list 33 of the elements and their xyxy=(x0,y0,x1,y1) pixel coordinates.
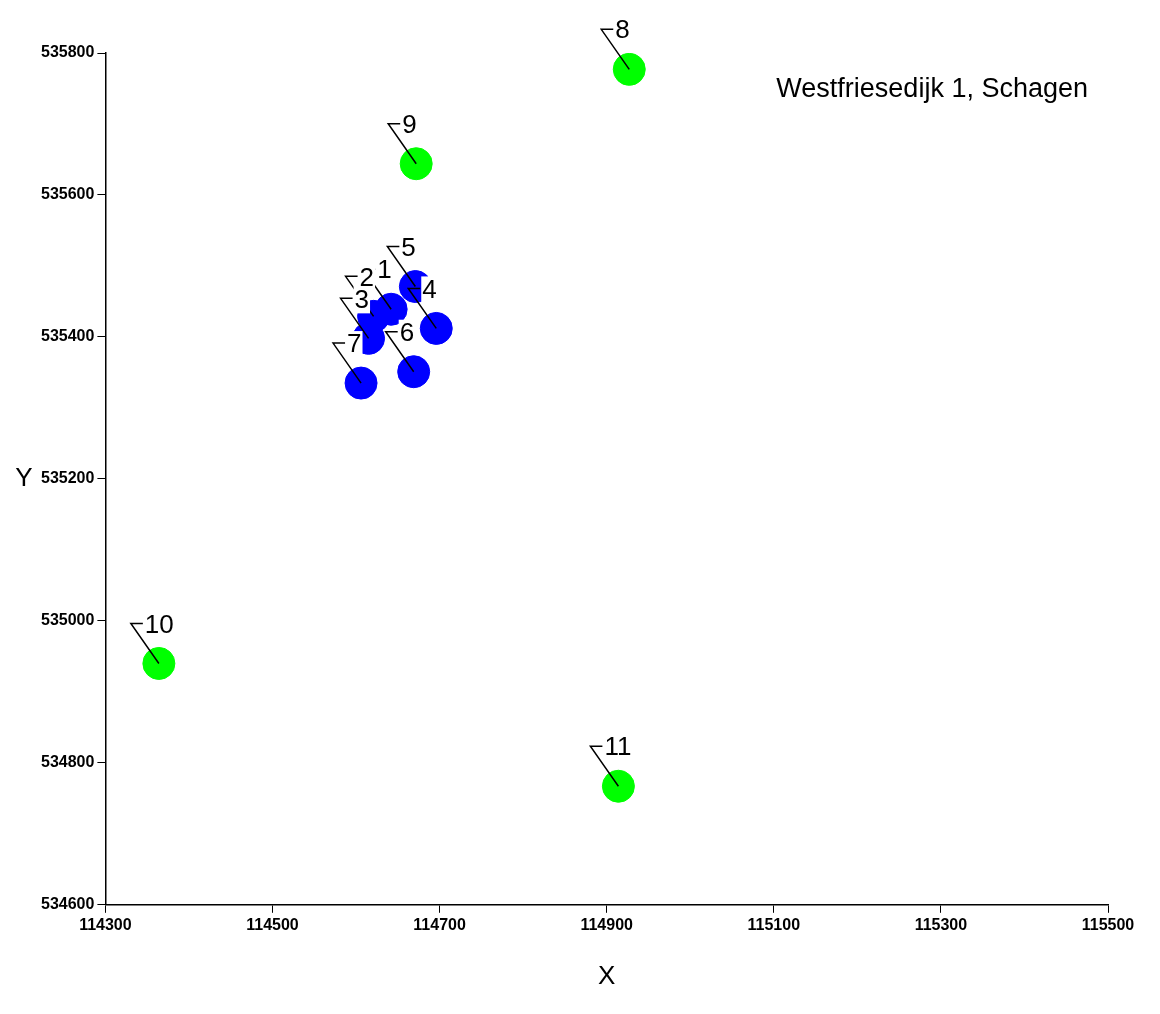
point xyxy=(601,769,635,803)
y-tick-label: 535000 xyxy=(41,611,95,629)
y-tick-label: 534800 xyxy=(41,753,95,771)
y-tick-label: 534600 xyxy=(41,895,95,913)
annotation: 5 xyxy=(401,231,416,262)
x-axis-title: X xyxy=(598,959,616,990)
annotation: 9 xyxy=(402,108,417,139)
annotation: 11 xyxy=(604,731,632,762)
y-axis-title: Y xyxy=(15,462,33,493)
point xyxy=(344,366,378,400)
y-tick-label: 535800 xyxy=(41,43,95,61)
point xyxy=(419,311,453,345)
y-tick-label: 535400 xyxy=(41,327,95,345)
y-tick-label: 535200 xyxy=(41,469,95,487)
point xyxy=(399,147,433,181)
x-tick-label: 114900 xyxy=(580,915,634,933)
annotation: 8 xyxy=(615,14,630,45)
y-tick-label: 535600 xyxy=(41,185,95,203)
point xyxy=(397,355,431,389)
annotation: 6 xyxy=(399,316,415,347)
point xyxy=(142,646,176,680)
x-tick-label: 114700 xyxy=(413,915,466,933)
annotation: 1 xyxy=(377,254,392,285)
x-tick-label: 114300 xyxy=(79,915,132,933)
annotation: 10 xyxy=(144,608,174,639)
x-tick-label: 115100 xyxy=(747,915,801,933)
x-tick-label: 115500 xyxy=(1081,915,1135,933)
point xyxy=(612,53,646,86)
x-tick-label: 115300 xyxy=(914,915,968,933)
text: Westfriesedijk 1, Schagen xyxy=(776,73,1088,104)
x-tick-label: 114500 xyxy=(246,915,299,933)
annotation: 7 xyxy=(347,328,362,359)
annotation: 4 xyxy=(422,273,437,304)
